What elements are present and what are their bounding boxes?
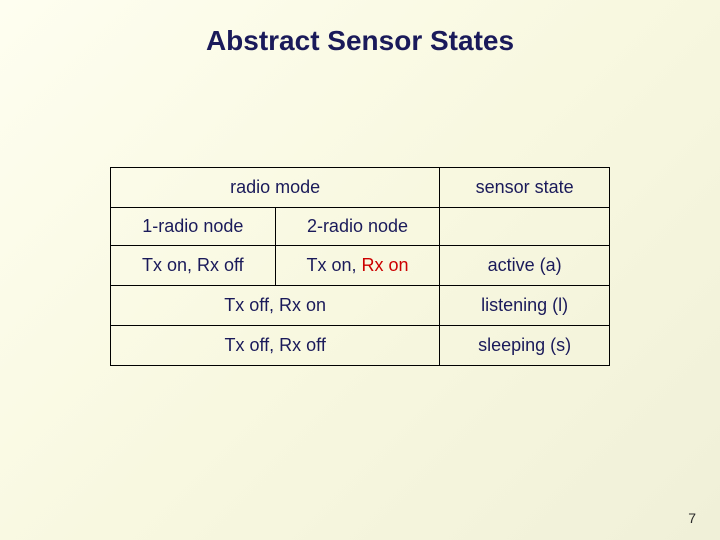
table-row: Tx on, Rx off Tx on, Rx on active (a) [111, 246, 610, 286]
subheader-empty [440, 208, 610, 246]
header-radio-mode: radio mode [111, 168, 440, 208]
cell-r1-c1: Tx on, Rx off [111, 246, 276, 286]
cell-r1-c2-rx: Rx on [361, 255, 408, 275]
table-row: Tx off, Rx off sleeping (s) [111, 326, 610, 366]
table-container: radio mode sensor state 1-radio node 2-r… [0, 167, 720, 366]
cell-r2-state: listening (l) [440, 286, 610, 326]
page-number: 7 [688, 510, 696, 526]
page-title: Abstract Sensor States [0, 0, 720, 57]
cell-r1-c2-tx: Tx on, [306, 255, 361, 275]
sensor-states-table: radio mode sensor state 1-radio node 2-r… [110, 167, 610, 366]
cell-r3-merged: Tx off, Rx off [111, 326, 440, 366]
table-subheader-row: 1-radio node 2-radio node [111, 208, 610, 246]
cell-r1-c2: Tx on, Rx on [275, 246, 440, 286]
cell-r2-merged: Tx off, Rx on [111, 286, 440, 326]
table-row: Tx off, Rx on listening (l) [111, 286, 610, 326]
cell-r1-state: active (a) [440, 246, 610, 286]
subheader-2-radio: 2-radio node [275, 208, 440, 246]
subheader-1-radio: 1-radio node [111, 208, 276, 246]
table-header-row: radio mode sensor state [111, 168, 610, 208]
cell-r3-state: sleeping (s) [440, 326, 610, 366]
header-sensor-state: sensor state [440, 168, 610, 208]
